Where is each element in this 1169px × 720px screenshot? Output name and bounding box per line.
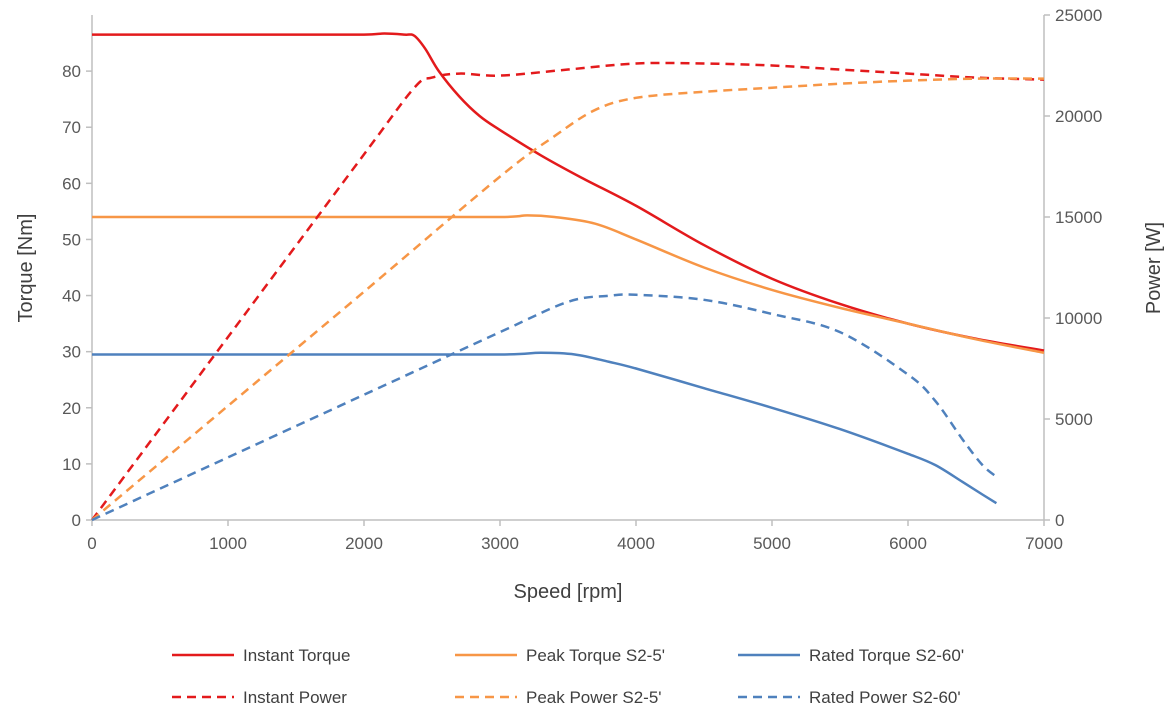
series-line-rated-power-s2-60 <box>91 293 999 522</box>
y-tick-label: 70 <box>62 118 81 137</box>
y2-tick-label: 5000 <box>1055 410 1093 429</box>
tick-layer: 0 1000 2000 3000 4000 5000 6000 7000 0 10 20 30 40 50… <box>62 6 1102 553</box>
legend-label-rated-torque-s2-60: Rated Torque S2-60' <box>809 646 964 665</box>
y2-tick-label: 25000 <box>1055 6 1102 25</box>
y-axis-title: Torque [Nm] <box>15 214 37 323</box>
series-layer <box>90 32 1045 522</box>
series-line-peak-power-s2-5 <box>91 77 1045 521</box>
y-tick-label: 0 <box>72 511 81 530</box>
series-line-rated-torque-s2-60 <box>92 351 998 505</box>
x-tick-label: 2000 <box>345 534 383 553</box>
x-tick-label: 1000 <box>209 534 247 553</box>
x-tick-label: 3000 <box>481 534 519 553</box>
y2-tick-label: 10000 <box>1055 309 1102 328</box>
y2-tick-label: 15000 <box>1055 208 1102 227</box>
y-tick-label: 20 <box>62 399 81 418</box>
x-axis-title: Speed [rpm] <box>514 581 623 603</box>
x-tick-label: 4000 <box>617 534 655 553</box>
y-tick-label: 60 <box>62 174 81 193</box>
series-line-peak-torque-s2-5 <box>92 214 1045 355</box>
legend-label-peak-power-s2-5: Peak Power S2-5' <box>526 688 662 707</box>
legend-label-instant-power: Instant Power <box>243 688 347 707</box>
legend-label-peak-torque-s2-5: Peak Torque S2-5' <box>526 646 665 665</box>
x-tick-label: 6000 <box>889 534 927 553</box>
y2-tick-label: 20000 <box>1055 107 1102 126</box>
x-tick-label: 5000 <box>753 534 791 553</box>
series-line-instant-torque <box>91 32 1045 352</box>
series-line-instant-power <box>90 61 1045 521</box>
y-tick-label: 50 <box>62 230 81 249</box>
y-tick-label: 30 <box>62 343 81 362</box>
legend-label-rated-power-s2-60: Rated Power S2-60' <box>809 688 961 707</box>
y-tick-label: 10 <box>62 455 81 474</box>
y-tick-label: 80 <box>62 62 81 81</box>
y2-axis-title: Power [W] <box>1143 222 1165 314</box>
plot-axes <box>91 15 1045 521</box>
legend-label-instant-torque: Instant Torque <box>243 646 350 665</box>
y-tick-label: 40 <box>62 287 81 306</box>
x-tick-label: 0 <box>87 534 96 553</box>
x-tick-label: 7000 <box>1025 534 1063 553</box>
legend: Instant Torque Peak Torque S2-5' Rated Tor… <box>172 646 964 707</box>
y2-tick-label: 0 <box>1055 511 1064 530</box>
